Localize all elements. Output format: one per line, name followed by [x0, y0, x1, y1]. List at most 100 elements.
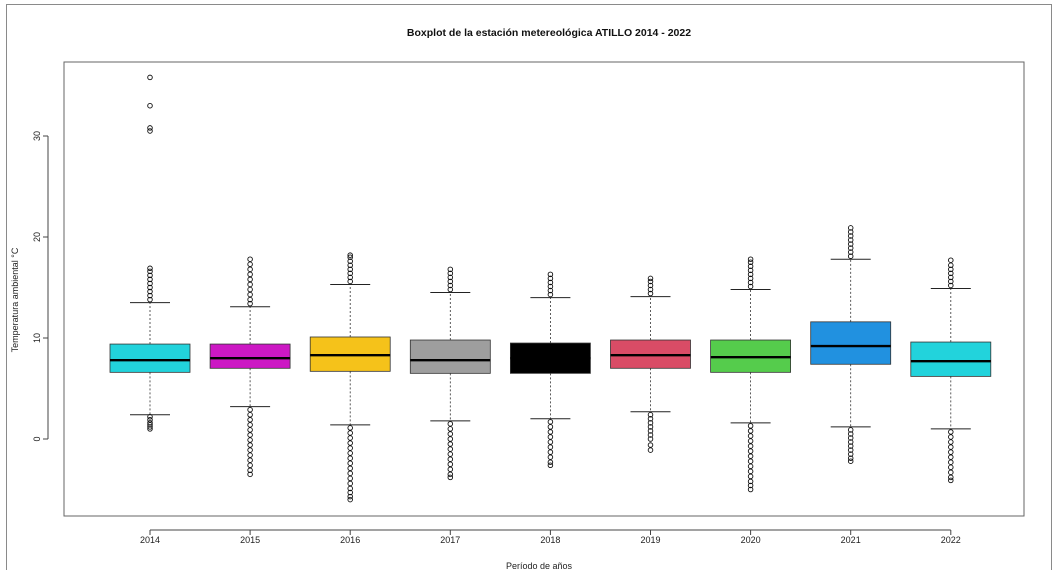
x-tick-label: 2022: [941, 535, 961, 545]
outlier-point: [547, 459, 554, 465]
outlier-point: [647, 442, 654, 448]
outlier-point: [247, 447, 253, 453]
outlier-point: [747, 473, 754, 480]
outlier-point: [547, 275, 554, 282]
outlier-point: [747, 438, 754, 444]
outlier-point: [147, 414, 153, 420]
y-tick-label: 20: [32, 232, 42, 242]
outlier-point: [847, 245, 854, 251]
outlier-point: [847, 431, 854, 437]
outlier-point: [247, 427, 253, 433]
outlier-point: [647, 416, 654, 422]
outlier-point: [647, 282, 654, 289]
outlier-point: [948, 278, 954, 285]
outlier-point: [147, 284, 153, 291]
outlier-point: [447, 270, 454, 277]
box-2014: [109, 74, 191, 432]
outlier-point: [948, 449, 954, 455]
outlier-point: [847, 225, 854, 231]
outlier-point: [647, 290, 654, 297]
outlier-point: [247, 281, 253, 288]
outlier-point: [547, 283, 554, 290]
outlier-point: [948, 454, 954, 460]
outlier-point: [247, 266, 253, 273]
outlier-point: [447, 426, 454, 432]
outlier-point: [347, 480, 353, 487]
outlier-point: [948, 262, 954, 269]
outlier-point: [247, 462, 253, 469]
outlier-point: [147, 420, 153, 426]
box-body: [810, 321, 892, 365]
outlier-point: [147, 268, 153, 275]
outlier-point: [247, 457, 253, 463]
outlier-point: [247, 296, 253, 303]
outlier-point: [948, 266, 954, 273]
outlier-point: [147, 288, 153, 295]
x-tick-label: 2018: [540, 535, 560, 545]
outlier-point: [247, 417, 253, 423]
outlier-point: [847, 451, 854, 457]
outlier-point: [347, 496, 353, 503]
outlier-point: [147, 276, 153, 283]
outlier-point: [547, 462, 554, 469]
outlier-point: [547, 291, 554, 298]
outlier-point: [847, 241, 854, 247]
outlier-point: [147, 128, 153, 134]
outlier-point: [147, 426, 153, 432]
outlier-point: [247, 471, 253, 478]
outlier-point: [447, 266, 454, 273]
outlier-point: [447, 456, 454, 462]
outlier-point: [447, 278, 454, 285]
outlier-point: [547, 287, 554, 294]
outlier-point: [847, 455, 854, 461]
outlier-point: [847, 427, 854, 433]
outlier-point: [347, 430, 353, 436]
outlier-point: [347, 278, 353, 285]
outlier-point: [948, 270, 954, 277]
x-axis-label: Período de años: [506, 561, 573, 571]
outlier-point: [647, 275, 654, 282]
outlier-point: [247, 291, 253, 298]
outlier-point: [647, 432, 654, 438]
outlier-point: [948, 439, 954, 445]
outlier-point: [247, 300, 253, 307]
outlier-point: [347, 489, 353, 496]
outlier-point: [747, 423, 754, 429]
outlier-point: [147, 102, 153, 109]
outlier-point: [147, 424, 153, 430]
x-tick-label: 2014: [140, 535, 160, 545]
x-axis: 2014 2015 2016 2017 2018 2019 2020 2021 2022: [140, 529, 961, 545]
y-tick-label: 0: [32, 436, 42, 441]
outlier-point: [847, 253, 854, 259]
outlier-point: [948, 464, 954, 471]
outlier-point: [647, 428, 654, 434]
box-2018: [509, 271, 591, 469]
outlier-point: [747, 453, 754, 459]
outlier-point: [747, 256, 754, 262]
outlier-point: [347, 254, 353, 260]
outlier-point: [347, 270, 353, 277]
outlier-point: [347, 258, 353, 264]
outlier-point: [647, 412, 654, 418]
outlier-point: [147, 125, 153, 131]
outlier-point: [747, 463, 754, 470]
outlier-point: [547, 279, 554, 286]
outlier-point: [647, 436, 654, 442]
box-2020: [710, 256, 791, 493]
plot-area-border: [63, 61, 1025, 517]
x-tick-label: 2021: [841, 535, 861, 545]
outlier-point: [948, 434, 954, 440]
outlier-point: [347, 445, 353, 451]
outlier-point: [247, 406, 253, 413]
outlier-point: [247, 412, 253, 418]
outlier-point: [747, 468, 754, 475]
outlier-point: [547, 434, 554, 440]
outlier-point: [347, 455, 353, 461]
x-tick-label: 2016: [340, 535, 360, 545]
outlier-point: [247, 256, 253, 262]
outlier-point: [948, 257, 954, 263]
outlier-point: [647, 447, 654, 453]
outlier-point: [847, 439, 854, 445]
outlier-point: [447, 451, 454, 457]
outlier-point: [948, 429, 954, 435]
